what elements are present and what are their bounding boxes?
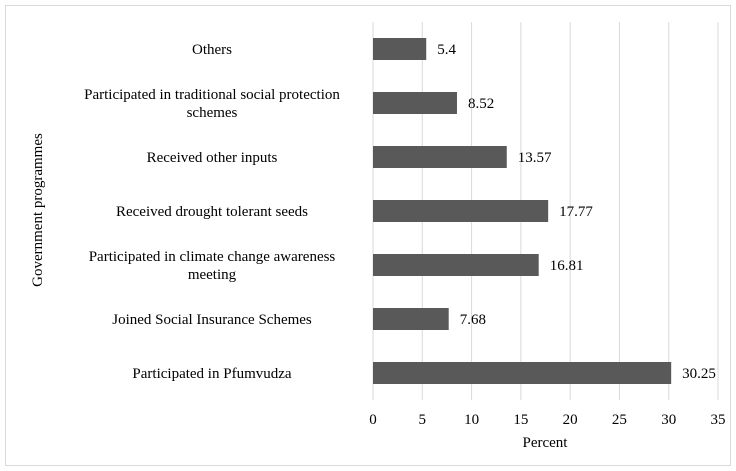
- category-label-line: Participated in traditional social prote…: [84, 87, 340, 103]
- category-label: Received other inputs: [147, 150, 278, 166]
- x-tick-label: 25: [612, 412, 627, 428]
- x-tick-labels: 0 5 10 15 20 25 30 35: [369, 412, 725, 428]
- data-label: 5.4: [437, 42, 456, 58]
- x-tick-label: 35: [711, 412, 726, 428]
- bar: [373, 254, 539, 276]
- y-axis-title: Government programmes: [30, 133, 46, 287]
- x-axis-title: Percent: [523, 435, 569, 451]
- category-labels: Others Participated in traditional social…: [84, 42, 340, 382]
- data-label: 8.52: [468, 96, 494, 112]
- data-labels: 5.4 8.52 13.57 17.77 16.81 7.68 30.25: [437, 42, 716, 382]
- x-tick-label: 20: [563, 412, 578, 428]
- bar: [373, 146, 507, 168]
- chart-border: [5, 5, 731, 466]
- bars: [373, 38, 672, 384]
- category-label-line: Participated in Pfumvudza: [132, 366, 291, 382]
- category-label: Participated in climate change awareness…: [89, 249, 336, 283]
- category-label-line: Joined Social Insurance Schemes: [112, 312, 312, 328]
- bar: [373, 362, 672, 384]
- category-label: Participated in Pfumvudza: [132, 366, 291, 382]
- x-tick-label: 30: [661, 412, 676, 428]
- category-label: Joined Social Insurance Schemes: [112, 312, 312, 328]
- data-label: 17.77: [559, 204, 593, 220]
- data-label: 16.81: [550, 258, 584, 274]
- bar: [373, 200, 549, 222]
- grid-lines: [372, 22, 719, 400]
- category-label: Participated in traditional social prote…: [84, 87, 340, 121]
- data-label: 7.68: [460, 312, 486, 328]
- category-label-line: Received drought tolerant seeds: [116, 204, 308, 220]
- x-tick-label: 15: [513, 412, 528, 428]
- data-label: 13.57: [518, 150, 552, 166]
- x-tick-label: 10: [464, 412, 479, 428]
- category-label: Others: [192, 42, 232, 58]
- x-tick-label: 5: [419, 412, 427, 428]
- category-label-line: schemes: [187, 105, 238, 121]
- x-tick-label: 0: [369, 412, 377, 428]
- bar: [373, 308, 449, 330]
- data-label: 30.25: [682, 366, 716, 382]
- category-label: Received drought tolerant seeds: [116, 204, 308, 220]
- bar: [373, 38, 427, 60]
- category-label-line: Received other inputs: [147, 150, 278, 166]
- category-label-line: Participated in climate change awareness: [89, 249, 336, 265]
- bar: [373, 92, 457, 114]
- category-label-line: Others: [192, 42, 232, 58]
- category-label-line: meeting: [188, 267, 237, 283]
